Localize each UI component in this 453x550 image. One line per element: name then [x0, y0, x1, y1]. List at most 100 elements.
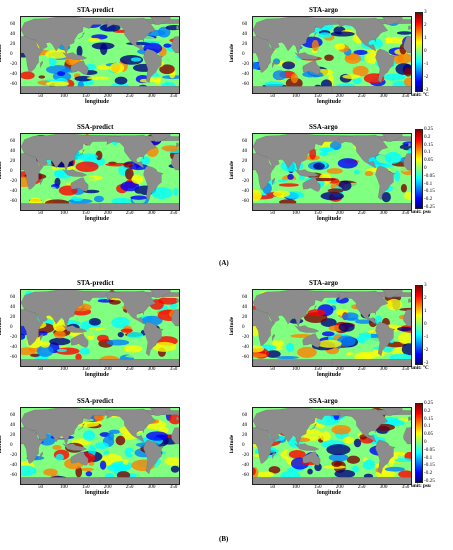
- y-tick-label: 40: [10, 30, 16, 37]
- x-tick-label: 250: [125, 210, 134, 216]
- anomaly-patch: [170, 465, 179, 473]
- land-mass: [149, 134, 171, 142]
- land-mass: [176, 416, 179, 421]
- colorbar-tick-label: 0: [424, 48, 427, 54]
- y-tick-label: -40: [10, 188, 17, 195]
- anomaly-patch: [334, 43, 346, 50]
- anomaly-patch: [321, 331, 335, 337]
- y-tick-label: 20: [242, 157, 248, 164]
- land-mass: [176, 142, 179, 147]
- anomaly-patch: [309, 76, 316, 89]
- anomaly-patch: [173, 471, 179, 480]
- land-mass: [149, 17, 171, 25]
- colorbar-tick-label: 0.1: [424, 149, 431, 156]
- anomaly-patch: [45, 49, 70, 59]
- land-mass: [99, 86, 179, 93]
- anomaly-patch: [131, 174, 144, 184]
- anomaly-patch: [319, 147, 335, 152]
- anomaly-patch: [399, 148, 405, 154]
- anomaly-patch: [124, 447, 135, 458]
- anomaly-patch: [173, 187, 179, 197]
- land-mass: [70, 177, 89, 192]
- anomaly-patch: [401, 343, 411, 356]
- land-mass: [253, 17, 411, 55]
- anomaly-patch: [384, 151, 402, 164]
- anomaly-patch: [396, 31, 411, 35]
- colorbar-tick-label: 1: [424, 35, 427, 41]
- anomaly-patch: [272, 70, 287, 81]
- map-svg: [21, 17, 179, 93]
- map-svg: [253, 17, 411, 93]
- anomaly-patch: [120, 328, 133, 333]
- land-mass: [337, 134, 388, 169]
- x-tick-label: 250: [357, 210, 366, 216]
- panel-title: STA-argo: [309, 6, 339, 14]
- anomaly-patch: [36, 345, 54, 357]
- y-tick-label: -60: [242, 198, 249, 205]
- anomaly-patch: [75, 161, 99, 172]
- y-tick-label: -40: [242, 344, 249, 351]
- x-tick-label: 300: [379, 93, 388, 99]
- land-mass: [149, 408, 171, 416]
- anomaly-patch: [83, 189, 100, 194]
- anomaly-patch: [338, 322, 355, 332]
- y-tick-label: -20: [10, 61, 17, 68]
- land-mass: [253, 36, 276, 73]
- y-tick-label: 60: [10, 137, 16, 144]
- anomaly-patch: [130, 57, 142, 62]
- x-tick-label: 350: [401, 93, 410, 99]
- x-tick-label: 50: [37, 93, 44, 99]
- anomaly-patch: [335, 296, 349, 304]
- land-mass: [381, 134, 403, 142]
- land-mass: [21, 427, 44, 464]
- land-mass: [149, 290, 171, 298]
- land-mass: [21, 134, 179, 172]
- land-mass: [70, 451, 89, 466]
- anomaly-patch: [311, 177, 336, 182]
- x-axis-label: longitude: [85, 99, 110, 105]
- colorbar: [415, 285, 423, 365]
- anomaly-patch: [397, 326, 411, 332]
- anomaly-patch: [117, 331, 124, 338]
- y-tick-label: 0: [242, 442, 245, 448]
- land-mass: [99, 477, 179, 484]
- colorbar-tick-label: -0.15: [424, 462, 435, 469]
- anomaly-patch: [75, 466, 83, 478]
- x-tick-label: 300: [147, 210, 156, 216]
- y-tick-label: -60: [242, 472, 249, 479]
- land-mass: [40, 451, 44, 460]
- colorbar-tick-label: 1: [424, 308, 427, 314]
- anomaly-patch: [110, 36, 123, 45]
- x-tick-label: 50: [37, 210, 44, 216]
- colorbar-tick-label: -1: [424, 61, 429, 67]
- anomaly-patch: [275, 356, 300, 360]
- anomaly-patch: [383, 348, 393, 353]
- colorbar-tick-label: -0.1: [424, 454, 433, 461]
- y-tick-label: -40: [10, 462, 17, 469]
- land-mass: [105, 290, 156, 325]
- colorbar-tick-label: -0.1: [424, 180, 433, 187]
- anomaly-patch: [120, 181, 140, 192]
- y-tick-label: 60: [242, 411, 248, 418]
- x-axis-label: longitude: [317, 216, 342, 222]
- x-tick-label: 100: [59, 484, 68, 490]
- anomaly-patch: [140, 156, 151, 165]
- anomaly-patch: [82, 430, 96, 441]
- anomaly-patch: [123, 162, 133, 168]
- anomaly-patch: [163, 324, 175, 332]
- x-tick-label: 300: [147, 366, 156, 372]
- land-mass: [253, 427, 276, 464]
- y-axis-label: latitude: [0, 43, 4, 63]
- anomaly-patch: [79, 467, 94, 472]
- anomaly-patch: [403, 77, 411, 87]
- x-tick-label: 150: [81, 484, 90, 490]
- y-tick-label: 60: [242, 20, 248, 27]
- anomaly-patch: [38, 75, 46, 79]
- land-mass: [176, 25, 179, 30]
- anomaly-patch: [158, 296, 179, 305]
- anomaly-patch: [257, 471, 275, 478]
- y-tick-label: -60: [242, 354, 249, 361]
- map-plot-area: [252, 133, 412, 211]
- map-svg: [21, 408, 179, 484]
- anomaly-patch: [106, 463, 131, 472]
